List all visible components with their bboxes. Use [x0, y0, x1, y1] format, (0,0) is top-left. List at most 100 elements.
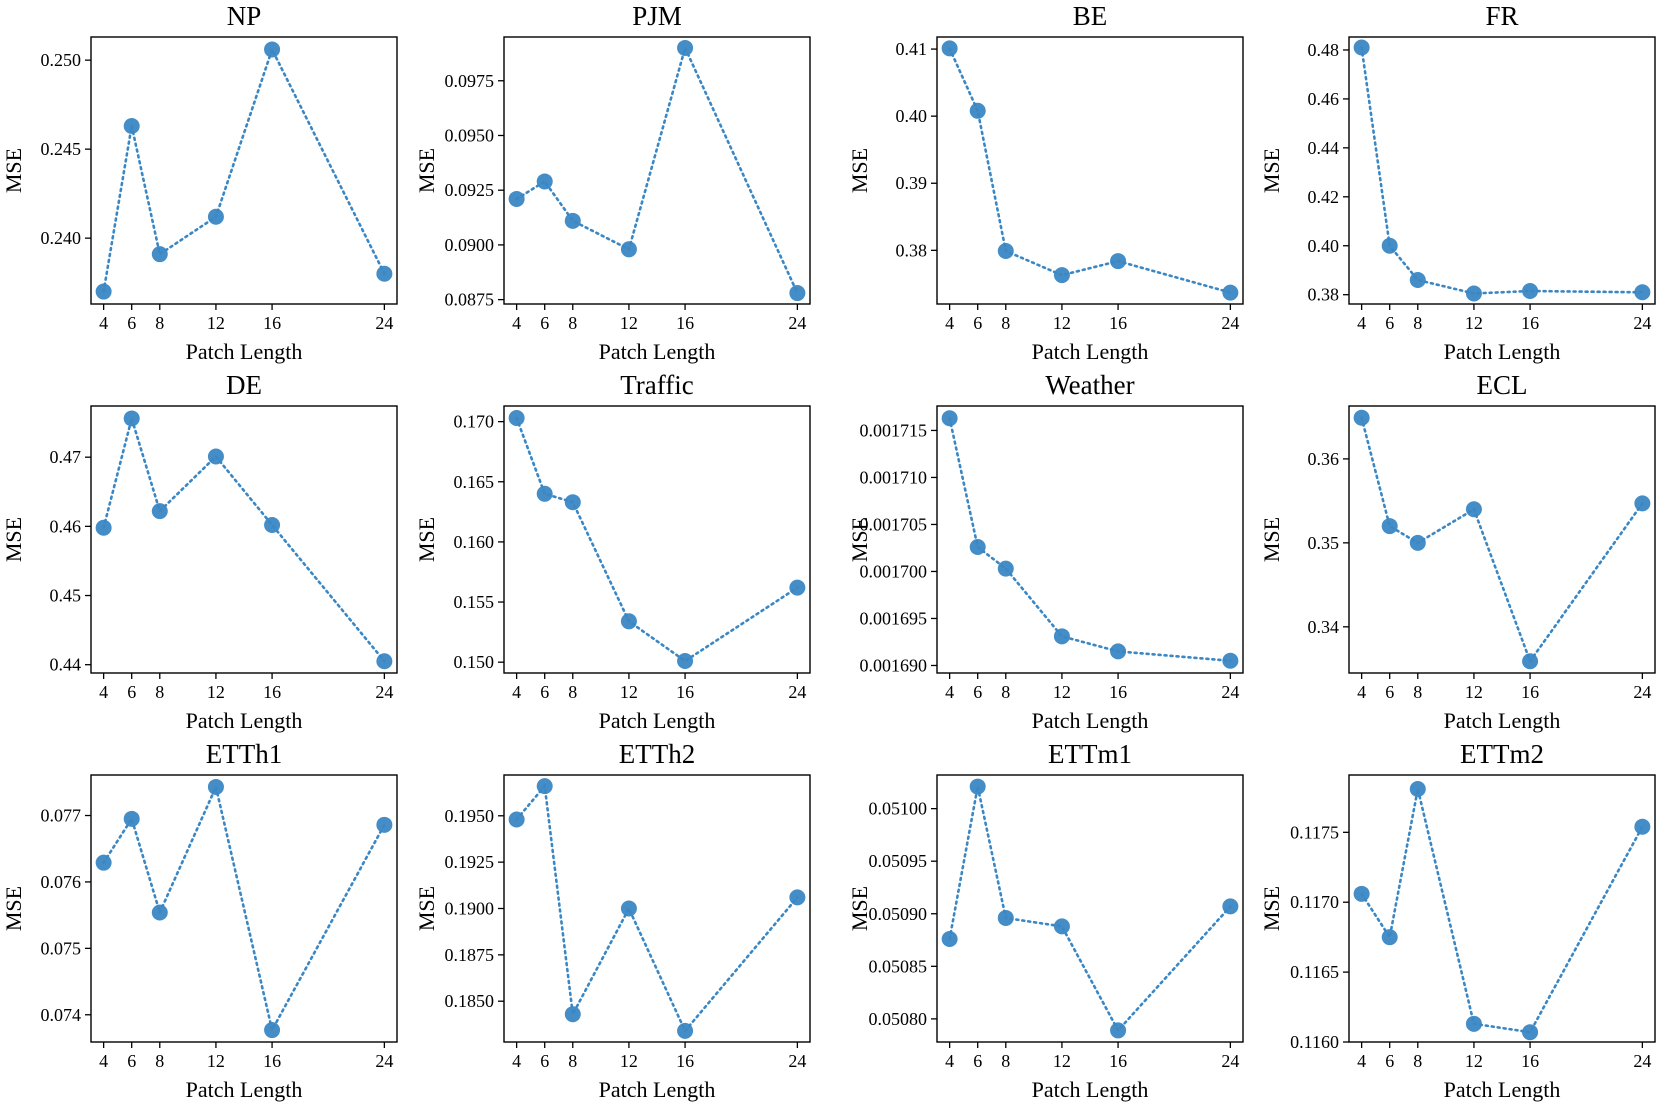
data-point: [1222, 898, 1239, 915]
data-point: [1381, 237, 1398, 254]
subplot-traffic: Traffic 4 6 8 12 16 24 0.150 0.155 0.160 0.165 0.17…: [414, 370, 811, 733]
subplot-ettm2: ETTm2 4 6 8 12 16 24 0.1160 0.1165 0.1170 0.1175 Pa…: [1259, 739, 1656, 1102]
y-axis-label: MSE: [414, 886, 439, 931]
x-axis-label: Patch Length: [1032, 339, 1149, 364]
y-tick-label: 0.44: [50, 655, 82, 675]
x-tick-label: 24: [1221, 682, 1239, 702]
y-tick-label: 0.155: [454, 592, 495, 612]
y-tick-label: 0.001695: [860, 608, 928, 628]
x-axis-label: Patch Length: [599, 708, 716, 733]
data-point: [123, 810, 140, 827]
subplot-ettm1: ETTm1 4 6 8 12 16 24 0.05080 0.05085 0.05090 0.050…: [847, 739, 1244, 1102]
chart-title: ETTm1: [1048, 739, 1132, 769]
y-tick-label: 0.47: [50, 447, 82, 467]
y-tick-label: 0.46: [50, 516, 82, 536]
x-tick-label: 4: [512, 313, 521, 333]
x-tick-label: 8: [1413, 1051, 1422, 1071]
x-tick-label: 24: [1221, 1051, 1239, 1071]
y-tick-label: 0.36: [1308, 449, 1340, 469]
y-tick-label: 0.42: [1308, 187, 1340, 207]
x-tick-label: 24: [375, 313, 393, 333]
plot-frame: [1348, 36, 1656, 305]
data-point: [620, 613, 637, 630]
data-point: [677, 1022, 694, 1039]
data-point: [1053, 267, 1070, 284]
data-point: [264, 41, 281, 58]
data-point: [969, 778, 986, 795]
y-tick-label: 0.05080: [869, 1009, 928, 1029]
x-tick-label: 24: [1633, 313, 1651, 333]
data-point: [1110, 1022, 1127, 1039]
y-tick-label: 0.05095: [869, 851, 928, 871]
y-tick-label: 0.160: [454, 532, 495, 552]
y-tick-label: 0.44: [1308, 138, 1340, 158]
data-point: [564, 1006, 581, 1023]
x-tick-label: 16: [263, 682, 281, 702]
chart-title: Weather: [1045, 370, 1134, 400]
x-axis-label: Patch Length: [1444, 708, 1561, 733]
plot-frame: [503, 405, 811, 674]
x-tick-label: 12: [1053, 313, 1071, 333]
x-tick-label: 6: [127, 682, 136, 702]
chart-title: FR: [1485, 1, 1518, 31]
data-point: [1222, 652, 1239, 669]
series-line: [1360, 788, 1644, 1034]
data-point: [123, 410, 140, 427]
x-tick-label: 24: [1221, 313, 1239, 333]
x-tick-label: 4: [99, 682, 108, 702]
data-point: [376, 265, 393, 282]
x-tick-label: 12: [620, 313, 638, 333]
x-tick-label: 6: [973, 1051, 982, 1071]
x-tick-label: 16: [1109, 682, 1127, 702]
series-line: [102, 413, 386, 663]
data-point: [95, 854, 112, 871]
x-tick-label: 16: [263, 313, 281, 333]
y-tick-label: 0.170: [454, 412, 495, 432]
plot-frame: [936, 405, 1244, 674]
plot-frame: [90, 36, 398, 305]
data-point: [997, 560, 1014, 577]
chart-title: ETTh1: [206, 739, 282, 769]
subplot-be: BE 4 6 8 12 16 24 0.38 0.39 0.40 0.41 Patch Length M…: [847, 1, 1244, 364]
series-line: [102, 46, 386, 293]
y-axis-label: MSE: [414, 517, 439, 562]
data-point: [95, 519, 112, 536]
x-tick-label: 16: [1521, 313, 1539, 333]
data-point: [969, 539, 986, 556]
x-tick-label: 6: [1385, 313, 1394, 333]
chart-title: Traffic: [620, 370, 694, 400]
series-line: [948, 47, 1232, 294]
x-axis-label: Patch Length: [186, 339, 303, 364]
chart-title: BE: [1073, 1, 1108, 31]
data-point: [1409, 780, 1426, 797]
y-tick-label: 0.001715: [860, 420, 928, 440]
x-tick-label: 4: [945, 1051, 954, 1071]
data-point: [941, 40, 958, 57]
subplot-np: NP 4 6 8 12 16 24 0.240 0.245 0.250 Patch Length MS…: [1, 1, 398, 364]
x-tick-label: 24: [1633, 682, 1651, 702]
data-point: [677, 652, 694, 669]
data-point: [677, 39, 694, 56]
data-point: [1409, 272, 1426, 289]
x-tick-label: 6: [1385, 1051, 1394, 1071]
x-axis-label: Patch Length: [599, 1077, 716, 1102]
x-tick-label: 4: [1357, 313, 1366, 333]
x-tick-label: 6: [540, 1051, 549, 1071]
series-line: [102, 782, 386, 1034]
x-tick-label: 4: [512, 682, 521, 702]
x-tick-label: 8: [1413, 682, 1422, 702]
y-tick-label: 0.46: [1308, 89, 1340, 109]
plot-frame: [936, 774, 1244, 1043]
y-tick-label: 0.1160: [1290, 1032, 1339, 1052]
subplot-pjm: PJM 4 6 8 12 16 24 0.0875 0.0900 0.0925 0.0950 0.09…: [414, 1, 811, 364]
plot-frame: [90, 405, 398, 674]
x-tick-label: 6: [973, 682, 982, 702]
y-tick-label: 0.001705: [860, 514, 928, 534]
data-point: [789, 889, 806, 906]
y-tick-label: 0.05090: [869, 904, 928, 924]
y-tick-label: 0.076: [41, 872, 82, 892]
x-axis-label: Patch Length: [1444, 1077, 1561, 1102]
data-point: [1353, 885, 1370, 902]
y-tick-label: 0.1170: [1290, 892, 1339, 912]
subplot-ecl: ECL 4 6 8 12 16 24 0.34 0.35 0.36 Patch Length MSE: [1259, 370, 1656, 733]
